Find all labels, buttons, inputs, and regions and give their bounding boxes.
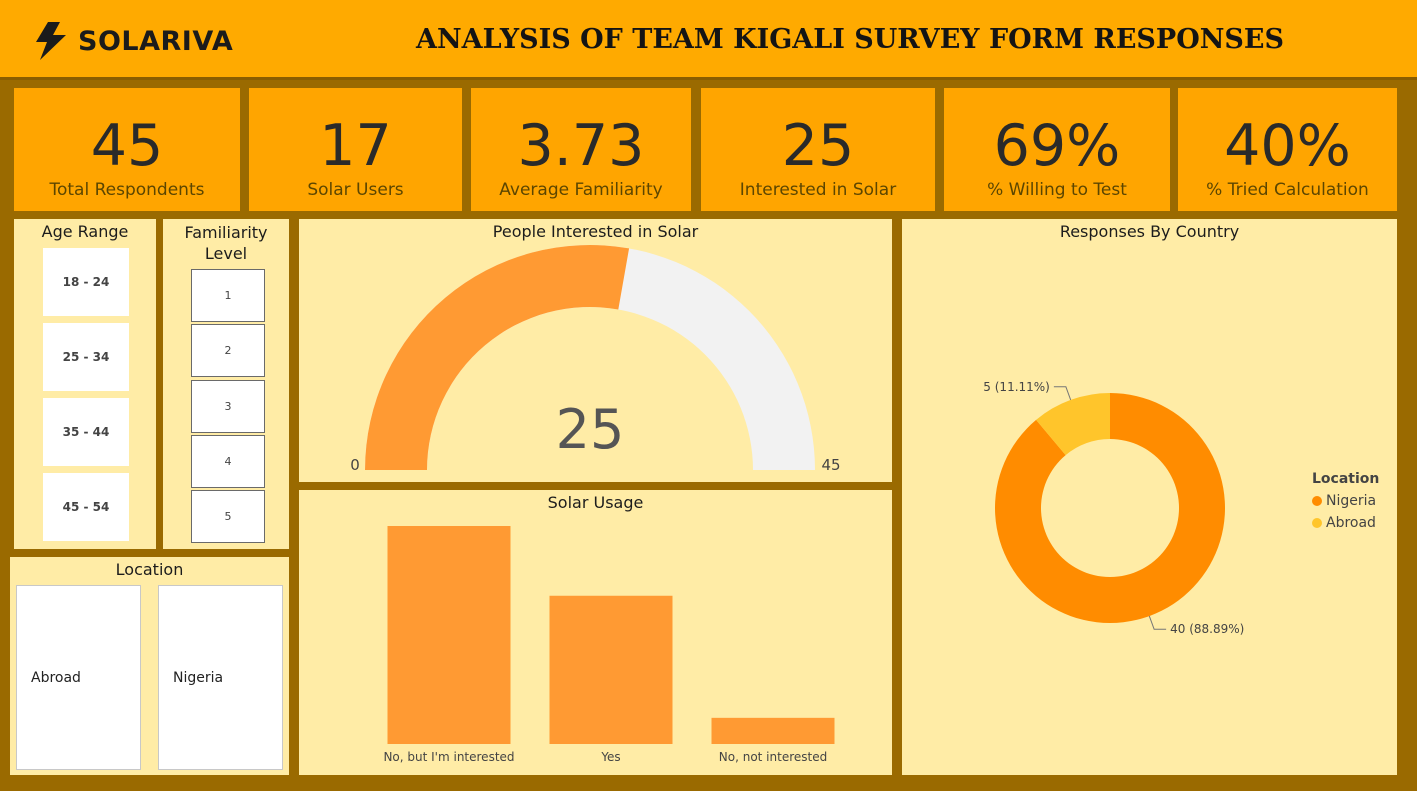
bar-1[interactable]	[549, 595, 673, 744]
familiarity-option-4[interactable]: 4	[191, 435, 265, 488]
x-tick-label: Yes	[600, 750, 620, 764]
gauge-min-label: 0	[350, 456, 360, 474]
familiarity-level-slicer: Familiarity Level 1 2 3 4 5	[163, 219, 289, 549]
donut-legend: Location Nigeria Abroad	[1312, 471, 1379, 531]
kpi-label: % Willing to Test	[987, 180, 1127, 200]
location-option-nigeria[interactable]: Nigeria	[158, 585, 283, 770]
donut-slice-nigeria[interactable]	[995, 393, 1225, 623]
brand-logo-text: SOLARIVA	[78, 26, 234, 57]
kpi-card-average-familiarity: 3.73 Average Familiarity	[471, 88, 691, 211]
header-bar: SOLARIVA ANALYSIS OF TEAM KIGALI SURVEY …	[0, 0, 1417, 80]
gauge-value-label: 25	[556, 398, 625, 461]
x-tick-label: No, not interested	[719, 750, 827, 764]
kpi-card-willing-to-test: 69% % Willing to Test	[944, 88, 1170, 211]
legend-title: Location	[1312, 471, 1380, 487]
page-title: ANALYSIS OF TEAM KIGALI SURVEY FORM RESP…	[416, 24, 1284, 55]
solar-usage-panel: Solar Usage No, but I'm interested Yes No,…	[299, 490, 892, 775]
kpi-value: 45	[90, 113, 164, 179]
bar-2[interactable]	[711, 717, 835, 744]
age-option-18-24[interactable]: 18 - 24	[43, 248, 129, 316]
bar-0[interactable]	[387, 526, 511, 744]
lightning-bolt-icon	[36, 22, 66, 60]
familiarity-option-2[interactable]: 2	[191, 324, 265, 377]
kpi-value: 40%	[1224, 113, 1351, 179]
donut-data-label: 5 (11.11%)	[983, 380, 1050, 394]
kpi-value: 25	[781, 113, 855, 179]
gauge-chart: 25 0 45	[350, 244, 841, 474]
bar-chart-title: Solar Usage	[547, 493, 644, 512]
kpi-card-interested-in-solar: 25 Interested in Solar	[701, 88, 935, 211]
kpi-label: % Tried Calculation	[1206, 180, 1369, 200]
kpi-value: 3.73	[517, 113, 645, 179]
solar-usage-bar-chart: No, but I'm interested Yes No, not interes…	[383, 526, 835, 764]
kpi-card-solar-users: 17 Solar Users	[249, 88, 462, 211]
familiarity-option-5[interactable]: 5	[191, 490, 265, 543]
kpi-label: Interested in Solar	[739, 180, 897, 200]
kpi-label: Average Familiarity	[499, 180, 663, 200]
kpi-value: 69%	[993, 113, 1121, 179]
slicer-title: Familiarity Level	[184, 223, 268, 263]
donut-data-label: 40 (88.89%)	[1170, 622, 1244, 636]
age-option-35-44[interactable]: 35 - 44	[43, 398, 129, 466]
data-label-leader-line	[1148, 615, 1167, 630]
slicer-title: Age Range	[41, 222, 129, 241]
age-option-25-34[interactable]: 25 - 34	[43, 323, 129, 391]
legend-dot-icon	[1312, 518, 1322, 528]
kpi-label: Solar Users	[307, 180, 404, 200]
responses-by-country-donut-chart: 40 (88.89%) 5 (11.11%)	[983, 380, 1244, 636]
kpi-label: Total Respondents	[49, 180, 205, 200]
gauge-panel: People Interested in Solar 25 0 45	[299, 219, 892, 482]
data-label-leader-line	[1053, 386, 1072, 401]
x-tick-label: No, but I'm interested	[383, 750, 514, 764]
age-option-45-54[interactable]: 45 - 54	[43, 473, 129, 541]
responses-by-country-panel: Responses By Country 40 (88.89%) 5 (11.11…	[902, 219, 1397, 775]
slicer-title: Location	[115, 560, 184, 579]
legend-label: Nigeria	[1326, 493, 1377, 509]
legend-dot-icon	[1312, 496, 1322, 506]
kpi-value: 17	[319, 113, 392, 179]
location-option-abroad[interactable]: Abroad	[16, 585, 141, 770]
donut-chart-title: Responses By Country	[1059, 222, 1240, 241]
kpi-card-tried-calculation: 40% % Tried Calculation	[1178, 88, 1397, 211]
age-range-slicer: Age Range 18 - 24 25 - 34 35 - 44 45 - 5…	[14, 219, 156, 549]
kpi-card-total-respondents: 45 Total Respondents	[14, 88, 240, 211]
gauge-fill	[365, 244, 630, 470]
gauge-title: People Interested in Solar	[492, 222, 699, 241]
familiarity-option-3[interactable]: 3	[191, 380, 265, 433]
legend-label: Abroad	[1326, 515, 1376, 531]
legend-item-abroad[interactable]: Abroad	[1312, 515, 1379, 531]
location-slicer: Location Abroad Nigeria	[10, 557, 289, 775]
familiarity-option-1[interactable]: 1	[191, 269, 265, 322]
gauge-max-label: 45	[821, 456, 840, 474]
legend-item-nigeria[interactable]: Nigeria	[1312, 493, 1379, 509]
donut-slice-abroad[interactable]	[1036, 393, 1110, 456]
